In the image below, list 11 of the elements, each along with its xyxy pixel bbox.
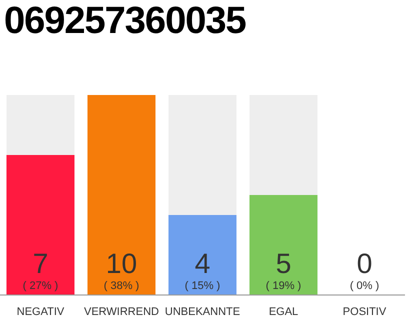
x-tick-label: NEGATIV — [16, 306, 65, 318]
x-tick-label: POSITIV — [342, 306, 387, 318]
x-tick-label: EGAL — [268, 306, 298, 318]
chart-title: 069257360035 — [4, 0, 246, 43]
data-label: 10 ( 38% ) — [104, 248, 140, 292]
data-label: 5 ( 19% ) — [266, 248, 302, 292]
data-label: 0 ( 0% ) — [350, 248, 380, 292]
data-label: 7 ( 27% ) — [22, 248, 58, 292]
x-tick-label: UNBEKANNTE — [164, 306, 240, 318]
x-tick-label: VERWIRREND — [84, 306, 160, 318]
data-label: 4 ( 15% ) — [184, 248, 220, 292]
